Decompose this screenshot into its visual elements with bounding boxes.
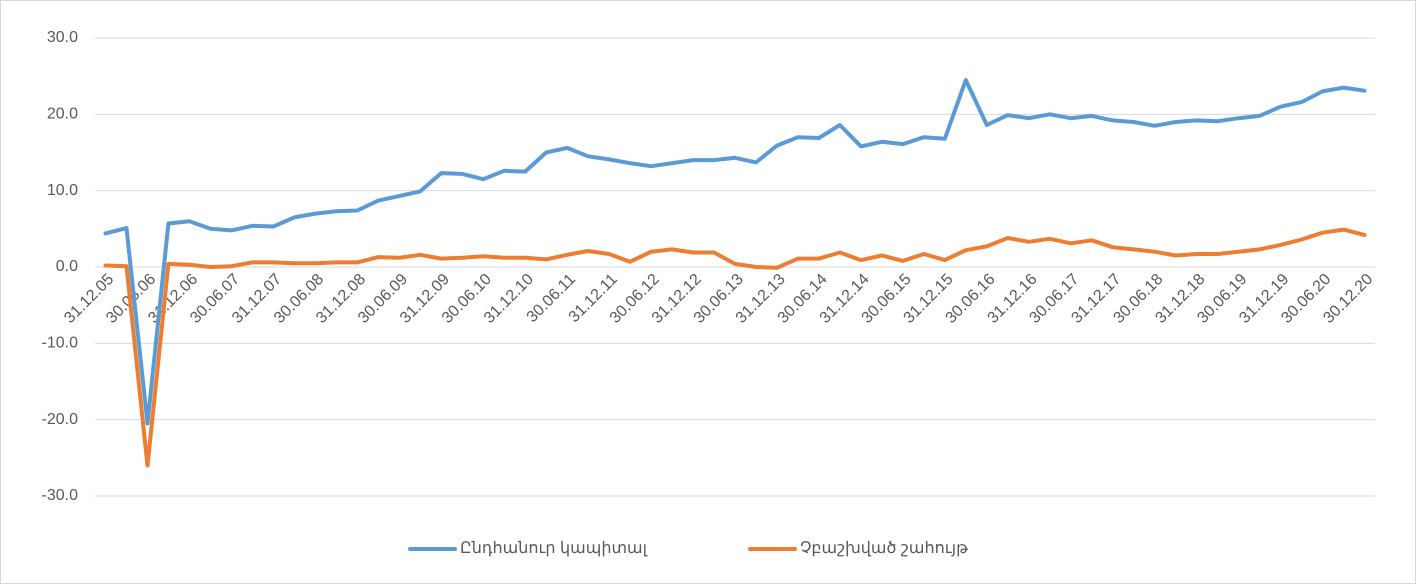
- y-tick-label: -30.0: [42, 487, 79, 504]
- y-tick-label: 20.0: [47, 106, 78, 123]
- legend-label: Ընդհանուր կապիտալ: [460, 540, 648, 557]
- legend-label: Չբաշխված շահույթ: [800, 540, 968, 557]
- y-tick-label: 0.0: [56, 258, 78, 275]
- series-line: [103, 227, 1367, 468]
- series-line: [103, 78, 1367, 426]
- y-tick-label: -10.0: [42, 335, 79, 352]
- y-tick-label: 30.0: [47, 29, 78, 46]
- y-tick-label: 10.0: [47, 182, 78, 199]
- y-tick-label: -20.0: [42, 411, 79, 428]
